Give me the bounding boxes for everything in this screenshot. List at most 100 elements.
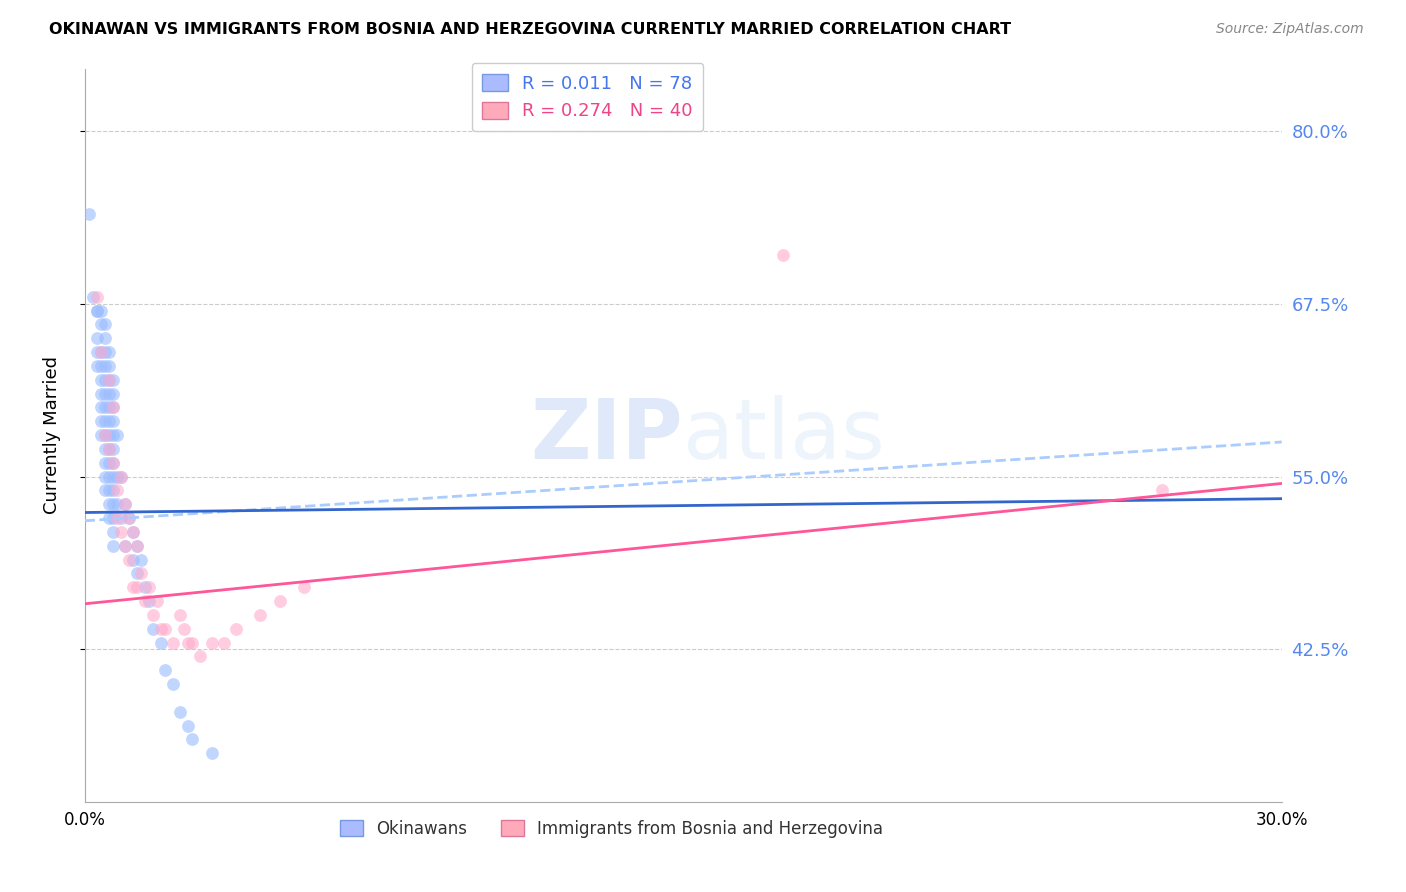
Point <box>173 622 195 636</box>
Point <box>249 607 271 622</box>
Point <box>110 469 132 483</box>
Point <box>97 386 120 401</box>
Point <box>97 428 120 442</box>
Point <box>93 345 115 359</box>
Point <box>86 303 108 318</box>
Point <box>105 511 128 525</box>
Point <box>90 401 112 415</box>
Point <box>90 414 112 428</box>
Point <box>93 469 115 483</box>
Point <box>97 497 120 511</box>
Point <box>93 456 115 470</box>
Point <box>86 290 108 304</box>
Point <box>129 552 152 566</box>
Point <box>125 539 148 553</box>
Point <box>101 373 124 387</box>
Point <box>93 359 115 373</box>
Point <box>101 497 124 511</box>
Point <box>101 428 124 442</box>
Point <box>110 524 132 539</box>
Point <box>177 635 200 649</box>
Point <box>90 318 112 332</box>
Point <box>105 497 128 511</box>
Point <box>86 359 108 373</box>
Point <box>93 373 115 387</box>
Point <box>93 414 115 428</box>
Point <box>101 414 124 428</box>
Point <box>97 442 120 456</box>
Point <box>121 524 143 539</box>
Point <box>97 359 120 373</box>
Point <box>105 483 128 498</box>
Point <box>177 718 200 732</box>
Point <box>90 386 112 401</box>
Point <box>169 607 191 622</box>
Point <box>125 539 148 553</box>
Point <box>101 469 124 483</box>
Point <box>121 580 143 594</box>
Point <box>190 649 212 664</box>
Point <box>201 746 224 760</box>
Text: ZIP: ZIP <box>530 394 683 475</box>
Point <box>97 469 120 483</box>
Point <box>101 524 124 539</box>
Point <box>93 401 115 415</box>
Point <box>86 303 108 318</box>
Point <box>145 594 167 608</box>
Point <box>169 705 191 719</box>
Point <box>181 635 204 649</box>
Point <box>114 539 136 553</box>
Point <box>93 318 115 332</box>
Point <box>105 469 128 483</box>
Point <box>97 442 120 456</box>
Point <box>90 345 112 359</box>
Point <box>93 331 115 345</box>
Point <box>97 511 120 525</box>
Point <box>90 373 112 387</box>
Point <box>97 345 120 359</box>
Point <box>121 524 143 539</box>
Point <box>225 622 247 636</box>
Point <box>90 428 112 442</box>
Point <box>97 373 120 387</box>
Point <box>162 677 184 691</box>
Point <box>153 663 176 677</box>
Point <box>110 511 132 525</box>
Point <box>97 456 120 470</box>
Point <box>114 539 136 553</box>
Point <box>105 428 128 442</box>
Point <box>125 566 148 581</box>
Point <box>125 580 148 594</box>
Point <box>138 580 160 594</box>
Point <box>97 414 120 428</box>
Point <box>114 497 136 511</box>
Point <box>110 469 132 483</box>
Point <box>93 386 115 401</box>
Point <box>101 483 124 498</box>
Point <box>142 607 165 622</box>
Point <box>117 511 139 525</box>
Point <box>1150 483 1173 498</box>
Point <box>101 456 124 470</box>
Point <box>101 401 124 415</box>
Point <box>86 331 108 345</box>
Point <box>114 497 136 511</box>
Legend: Okinawans, Immigrants from Bosnia and Herzegovina: Okinawans, Immigrants from Bosnia and He… <box>333 814 890 845</box>
Point <box>97 401 120 415</box>
Text: atlas: atlas <box>683 394 884 475</box>
Point <box>101 511 124 525</box>
Point <box>117 511 139 525</box>
Point <box>292 580 315 594</box>
Point <box>153 622 176 636</box>
Point <box>97 483 120 498</box>
Point <box>149 622 172 636</box>
Text: Source: ZipAtlas.com: Source: ZipAtlas.com <box>1216 22 1364 37</box>
Point <box>101 442 124 456</box>
Point <box>772 248 794 262</box>
Point <box>93 483 115 498</box>
Point <box>90 345 112 359</box>
Point <box>77 207 100 221</box>
Point <box>121 552 143 566</box>
Point <box>101 401 124 415</box>
Point <box>93 428 115 442</box>
